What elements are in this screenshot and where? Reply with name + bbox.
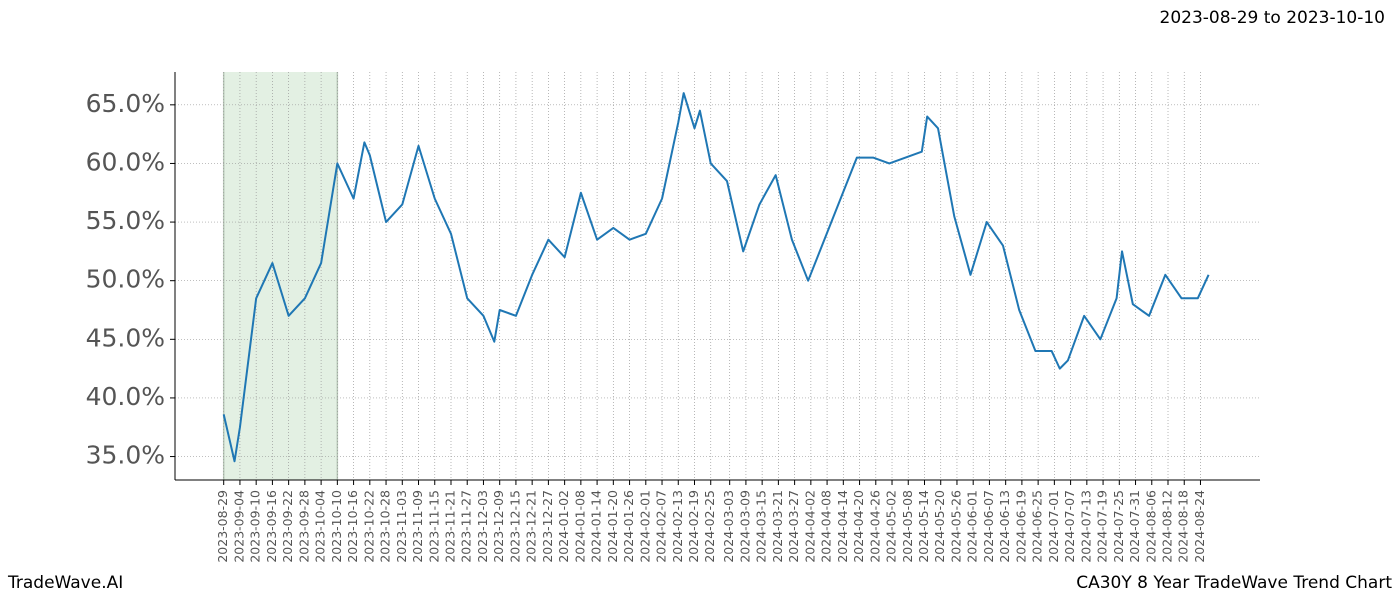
- footer-left: TradeWave.AI: [7, 573, 123, 593]
- x-tick-label: 2024-07-25: [1111, 490, 1126, 563]
- x-tick-label: 2023-08-29: [215, 490, 230, 563]
- x-tick-label: 2024-07-01: [1046, 490, 1061, 563]
- x-tick-label: 2024-03-03: [721, 490, 736, 563]
- x-tick-label: 2024-05-20: [932, 490, 947, 563]
- x-tick-label: 2023-09-22: [280, 490, 295, 563]
- x-tick-label: 2024-04-20: [851, 490, 866, 563]
- x-tick-label: 2024-07-31: [1127, 490, 1142, 563]
- x-tick-label: 2024-04-14: [835, 490, 850, 563]
- x-tick-label: 2024-05-26: [948, 490, 963, 563]
- y-tick-label: 60.0%: [86, 147, 165, 176]
- y-tick-label: 55.0%: [86, 206, 165, 235]
- x-tick-label: 2024-06-01: [965, 490, 980, 563]
- x-tick-label: 2024-02-01: [637, 490, 652, 563]
- x-tick-label: 2023-09-16: [264, 490, 279, 563]
- x-tick-label: 2024-08-24: [1192, 490, 1207, 563]
- x-tick-label: 2024-02-19: [686, 490, 701, 563]
- chart-title: 2023-08-29 to 2023-10-10: [1160, 8, 1385, 28]
- x-tick-label: 2024-02-07: [654, 490, 669, 563]
- line-series: [222, 92, 1210, 463]
- x-tick-label: 2023-11-15: [426, 490, 441, 563]
- x-tick-label: 2023-11-21: [442, 490, 457, 563]
- x-tick-label: 2024-08-06: [1143, 490, 1158, 563]
- x-tick-label: 2024-01-26: [621, 490, 636, 563]
- x-tick-label: 2024-07-19: [1095, 490, 1110, 563]
- y-tick-label: 65.0%: [86, 89, 165, 118]
- y-tick-label: 40.0%: [86, 382, 165, 411]
- x-tick-label: 2023-10-10: [329, 490, 344, 563]
- footer-right: CA30Y 8 Year TradeWave Trend Chart: [1076, 573, 1392, 593]
- x-tick-label: 2024-05-14: [916, 490, 931, 563]
- x-tick-label: 2023-12-03: [475, 490, 490, 563]
- x-tick-label: 2024-03-15: [754, 490, 769, 563]
- x-tick-label: 2024-05-02: [884, 490, 899, 563]
- x-tick-label: 2023-10-04: [313, 490, 328, 563]
- x-tick-label: 2024-04-08: [819, 490, 834, 563]
- x-tick-label: 2024-06-25: [1030, 490, 1045, 563]
- x-tick-label: 2023-11-09: [410, 490, 425, 563]
- x-tick-label: 2024-02-25: [702, 490, 717, 563]
- x-tick-label: 2024-01-14: [589, 490, 604, 563]
- x-tick-label: 2024-06-07: [981, 490, 996, 563]
- x-tick-label: 2023-11-03: [394, 490, 409, 563]
- x-tick-label: 2024-08-18: [1176, 490, 1191, 563]
- x-tick-label: 2024-04-02: [802, 490, 817, 563]
- x-tick-label: 2024-01-20: [605, 490, 620, 563]
- x-tick-label: 2024-07-07: [1062, 490, 1077, 563]
- x-tick-label: 2023-10-22: [361, 490, 376, 563]
- x-tick-label: 2024-03-27: [786, 490, 801, 563]
- x-tick-label: 2023-12-21: [524, 490, 539, 563]
- x-tick-label: 2024-01-02: [556, 490, 571, 563]
- x-tick-label: 2023-12-15: [507, 490, 522, 563]
- x-tick-label: 2023-09-10: [248, 490, 263, 563]
- x-tick-label: 2023-11-27: [459, 490, 474, 563]
- x-tick-label: 2023-12-27: [540, 490, 555, 563]
- x-tick-label: 2024-02-13: [670, 490, 685, 563]
- x-tick-label: 2023-10-28: [378, 490, 393, 563]
- x-tick-label: 2024-04-26: [867, 490, 882, 563]
- x-tick-label: 2024-07-13: [1078, 490, 1093, 563]
- x-tick-label: 2023-09-04: [231, 490, 246, 563]
- y-tick-label: 45.0%: [86, 323, 165, 352]
- x-tick-label: 2023-12-09: [491, 490, 506, 563]
- x-tick-label: 2024-06-19: [1013, 490, 1028, 563]
- x-tick-label: 2024-06-13: [997, 490, 1012, 563]
- x-tick-label: 2024-01-08: [572, 490, 587, 563]
- y-tick-label: 50.0%: [86, 265, 165, 294]
- x-tick-label: 2024-03-21: [770, 490, 785, 563]
- y-tick-label: 35.0%: [86, 441, 165, 470]
- x-tick-label: 2024-03-09: [737, 490, 752, 563]
- x-tick-label: 2023-10-16: [345, 490, 360, 563]
- x-tick-label: 2024-08-12: [1160, 490, 1175, 563]
- x-tick-label: 2024-05-08: [900, 490, 915, 563]
- x-tick-label: 2023-09-28: [296, 490, 311, 563]
